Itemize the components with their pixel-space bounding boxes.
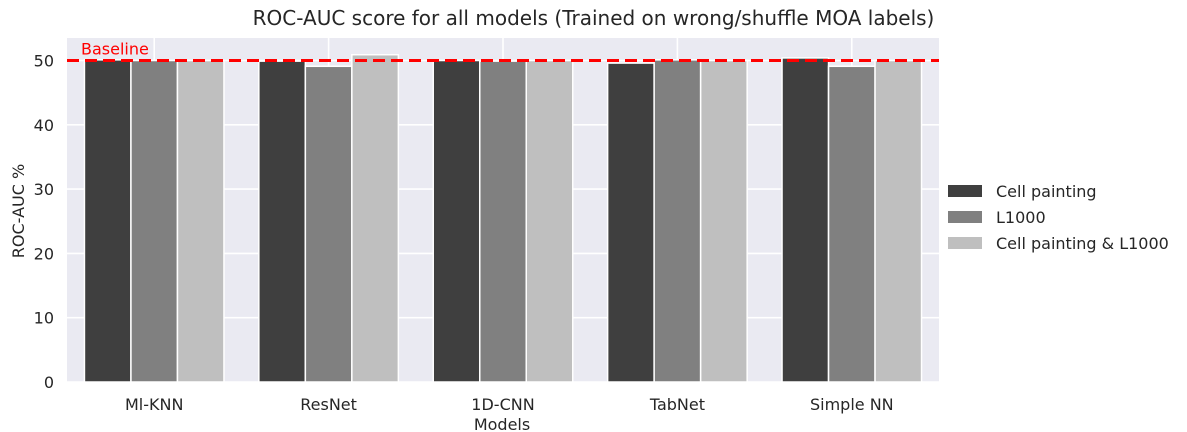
bar: [130, 59, 179, 383]
y-tick-label: 30: [34, 180, 54, 199]
x-axis-ticks: Ml-KNN ResNet 1D-CNN TabNet Simple NN: [125, 395, 894, 414]
x-tick-label: Simple NN: [810, 395, 894, 414]
x-axis-label: Models: [474, 415, 530, 432]
bar: [304, 65, 353, 383]
y-axis-label: ROC-AUC %: [9, 164, 28, 258]
x-tick-label: Ml-KNN: [125, 395, 183, 414]
bar: [781, 57, 830, 383]
chart-title: ROC-AUC score for all models (Trained on…: [252, 6, 935, 30]
x-tick-label: 1D-CNN: [471, 395, 534, 414]
legend-item: Cell painting: [948, 178, 1169, 204]
y-tick-label: 20: [34, 244, 54, 263]
legend-swatch: [948, 237, 982, 249]
bar: [827, 65, 876, 383]
y-tick-label: 40: [34, 116, 54, 135]
bars: [83, 53, 923, 383]
legend-label: Cell painting & L1000: [996, 233, 1169, 253]
bar: [699, 59, 748, 383]
bar: [258, 60, 307, 383]
bar: [525, 59, 574, 383]
legend: Cell painting L1000 Cell painting & L1000: [948, 178, 1169, 256]
y-tick-label: 0: [44, 373, 54, 392]
bar: [351, 53, 400, 383]
baseline: Baseline: [67, 40, 939, 63]
legend-swatch: [948, 185, 982, 197]
baseline-label: Baseline: [81, 40, 149, 59]
legend-swatch: [948, 211, 982, 223]
bar: [176, 59, 225, 383]
x-tick-label: TabNet: [649, 395, 705, 414]
y-tick-label: 50: [34, 52, 54, 71]
legend-item: Cell painting & L1000: [948, 230, 1169, 256]
legend-label: Cell painting: [996, 181, 1097, 201]
legend-item: L1000: [948, 204, 1169, 230]
y-axis-ticks: 0 10 20 30 40 50: [34, 52, 54, 392]
y-tick-label: 10: [34, 309, 54, 328]
bar: [478, 60, 528, 383]
legend-label: L1000: [996, 207, 1046, 227]
bar: [874, 59, 923, 383]
bar: [606, 62, 655, 383]
bar: [432, 59, 481, 383]
x-tick-label: ResNet: [300, 395, 357, 414]
bar: [83, 59, 132, 383]
bar: [653, 59, 702, 383]
